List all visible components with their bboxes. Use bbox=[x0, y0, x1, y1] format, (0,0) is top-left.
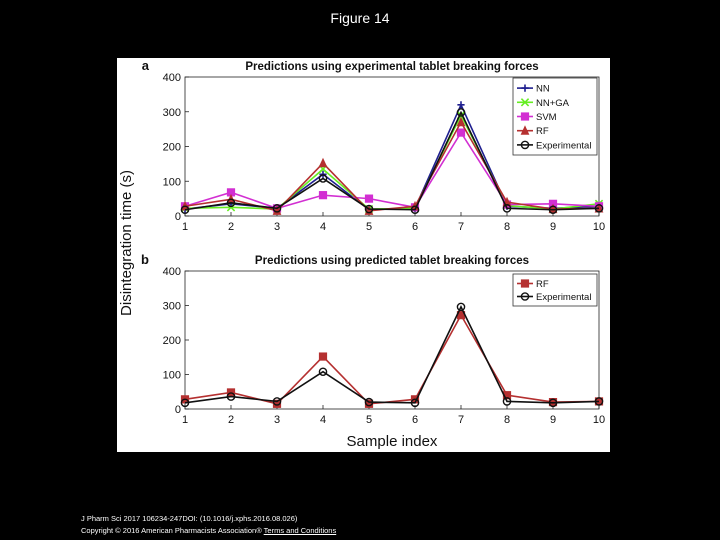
data-point-experimental bbox=[226, 392, 236, 401]
data-point-experimental bbox=[318, 367, 328, 377]
data-point-experimental bbox=[502, 397, 512, 406]
x-tick-label: 7 bbox=[458, 414, 464, 426]
x-tick-label: 2 bbox=[228, 414, 234, 426]
x-tick-label: 5 bbox=[366, 221, 372, 233]
data-point-experimental bbox=[364, 397, 374, 407]
x-tick-label: 6 bbox=[412, 414, 418, 426]
data-point-rf bbox=[272, 399, 282, 408]
y-tick-label: 200 bbox=[163, 142, 181, 154]
legend-marker-rf bbox=[520, 279, 530, 288]
data-point-rf bbox=[318, 352, 328, 361]
y-tick-label: 0 bbox=[175, 211, 181, 223]
legend-marker-nn-ga bbox=[520, 98, 530, 107]
series-line-experimental bbox=[184, 110, 600, 211]
legend-label-experimental: Experimental bbox=[536, 140, 591, 151]
legend-marker-rf bbox=[520, 125, 530, 135]
legend-label-rf: RF bbox=[536, 126, 549, 137]
data-point-svm bbox=[456, 128, 466, 137]
legend-label-nn-ga: NN+GA bbox=[536, 98, 570, 109]
series-line-rf bbox=[184, 313, 600, 405]
data-point-experimental bbox=[456, 108, 466, 117]
shared-xlabel: Sample index bbox=[347, 433, 438, 450]
legend-label-svm: SVM bbox=[536, 112, 557, 123]
y-tick-label: 100 bbox=[163, 370, 181, 382]
data-point-experimental bbox=[594, 397, 604, 406]
data-point-experimental bbox=[272, 204, 282, 213]
data-point-rf bbox=[272, 205, 282, 215]
data-point-svm bbox=[318, 191, 328, 200]
series-line-svm bbox=[184, 131, 600, 210]
y-tick-label: 100 bbox=[163, 176, 181, 188]
copyright-text: Copyright © 2016 American Pharmacists As… bbox=[81, 526, 262, 535]
y-tick-label: 300 bbox=[163, 107, 181, 119]
figure-svg: Disintegration time (s) Sample index Pre… bbox=[118, 58, 605, 450]
data-point-experimental bbox=[410, 205, 420, 215]
legend-label-rf: RF bbox=[536, 279, 549, 290]
legend-label-experimental: Experimental bbox=[536, 292, 591, 303]
chart-title: Predictions using experimental tablet br… bbox=[245, 61, 538, 73]
data-point-nn bbox=[457, 101, 465, 109]
data-point-experimental bbox=[272, 397, 282, 406]
panel-label: b bbox=[141, 252, 149, 267]
data-point-experimental bbox=[180, 205, 190, 215]
data-point-experimental bbox=[364, 204, 374, 214]
x-tick-label: 3 bbox=[274, 221, 280, 233]
x-tick-label: 9 bbox=[550, 414, 556, 426]
y-tick-label: 400 bbox=[163, 72, 181, 84]
copyright-line: Copyright © 2016 American Pharmacists As… bbox=[81, 525, 336, 537]
chart-panel-b: Predictions using predicted tablet break… bbox=[141, 252, 605, 426]
terms-link[interactable]: Terms and Conditions bbox=[263, 526, 337, 535]
x-tick-label: 10 bbox=[593, 221, 605, 233]
footer: J Pharm Sci 2017 106234-247DOI: (10.1016… bbox=[81, 513, 336, 537]
data-point-experimental bbox=[502, 204, 512, 213]
x-tick-label: 9 bbox=[550, 221, 556, 233]
x-tick-label: 4 bbox=[320, 221, 326, 233]
data-point-experimental bbox=[594, 204, 604, 213]
slide-title: Figure 14 bbox=[330, 10, 390, 26]
legend-label-nn: NN bbox=[536, 84, 550, 95]
legend-marker-experimental bbox=[520, 292, 530, 301]
panel-label: a bbox=[142, 58, 150, 73]
data-point-experimental bbox=[318, 174, 328, 183]
x-tick-label: 5 bbox=[366, 414, 372, 426]
y-tick-label: 200 bbox=[163, 335, 181, 347]
x-tick-label: 4 bbox=[320, 414, 326, 426]
series-line-experimental bbox=[184, 305, 600, 404]
data-point-experimental bbox=[548, 205, 558, 215]
shared-ylabel: Disintegration time (s) bbox=[118, 170, 135, 316]
data-point-svm bbox=[364, 194, 374, 203]
x-tick-label: 1 bbox=[182, 414, 188, 426]
x-tick-label: 1 bbox=[182, 221, 188, 233]
x-tick-label: 8 bbox=[504, 414, 510, 426]
x-tick-label: 7 bbox=[458, 221, 464, 233]
x-tick-label: 3 bbox=[274, 414, 280, 426]
chart-panel-a: Predictions using experimental tablet br… bbox=[142, 58, 605, 233]
data-point-rf bbox=[318, 157, 328, 168]
citation-text: J Pharm Sci 2017 106234-247DOI: (10.1016… bbox=[81, 514, 298, 523]
x-tick-label: 8 bbox=[504, 221, 510, 233]
figure-panel: Disintegration time (s) Sample index Pre… bbox=[117, 58, 610, 452]
data-point-experimental bbox=[226, 198, 236, 208]
legend-marker-svm bbox=[520, 112, 530, 121]
data-point-experimental bbox=[180, 398, 190, 408]
x-tick-label: 6 bbox=[412, 221, 418, 233]
data-point-experimental bbox=[548, 398, 558, 408]
chart-title: Predictions using predicted tablet break… bbox=[255, 255, 529, 267]
x-tick-label: 10 bbox=[593, 414, 605, 426]
data-point-rf bbox=[456, 116, 466, 127]
data-point-experimental bbox=[456, 302, 466, 312]
legend-marker-nn bbox=[521, 84, 529, 92]
y-tick-label: 400 bbox=[163, 266, 181, 278]
y-tick-label: 300 bbox=[163, 301, 181, 313]
legend-marker-experimental bbox=[520, 140, 530, 150]
y-tick-label: 0 bbox=[175, 404, 181, 416]
x-tick-label: 2 bbox=[228, 221, 234, 233]
legend-box bbox=[512, 273, 598, 307]
data-point-experimental bbox=[410, 398, 420, 408]
